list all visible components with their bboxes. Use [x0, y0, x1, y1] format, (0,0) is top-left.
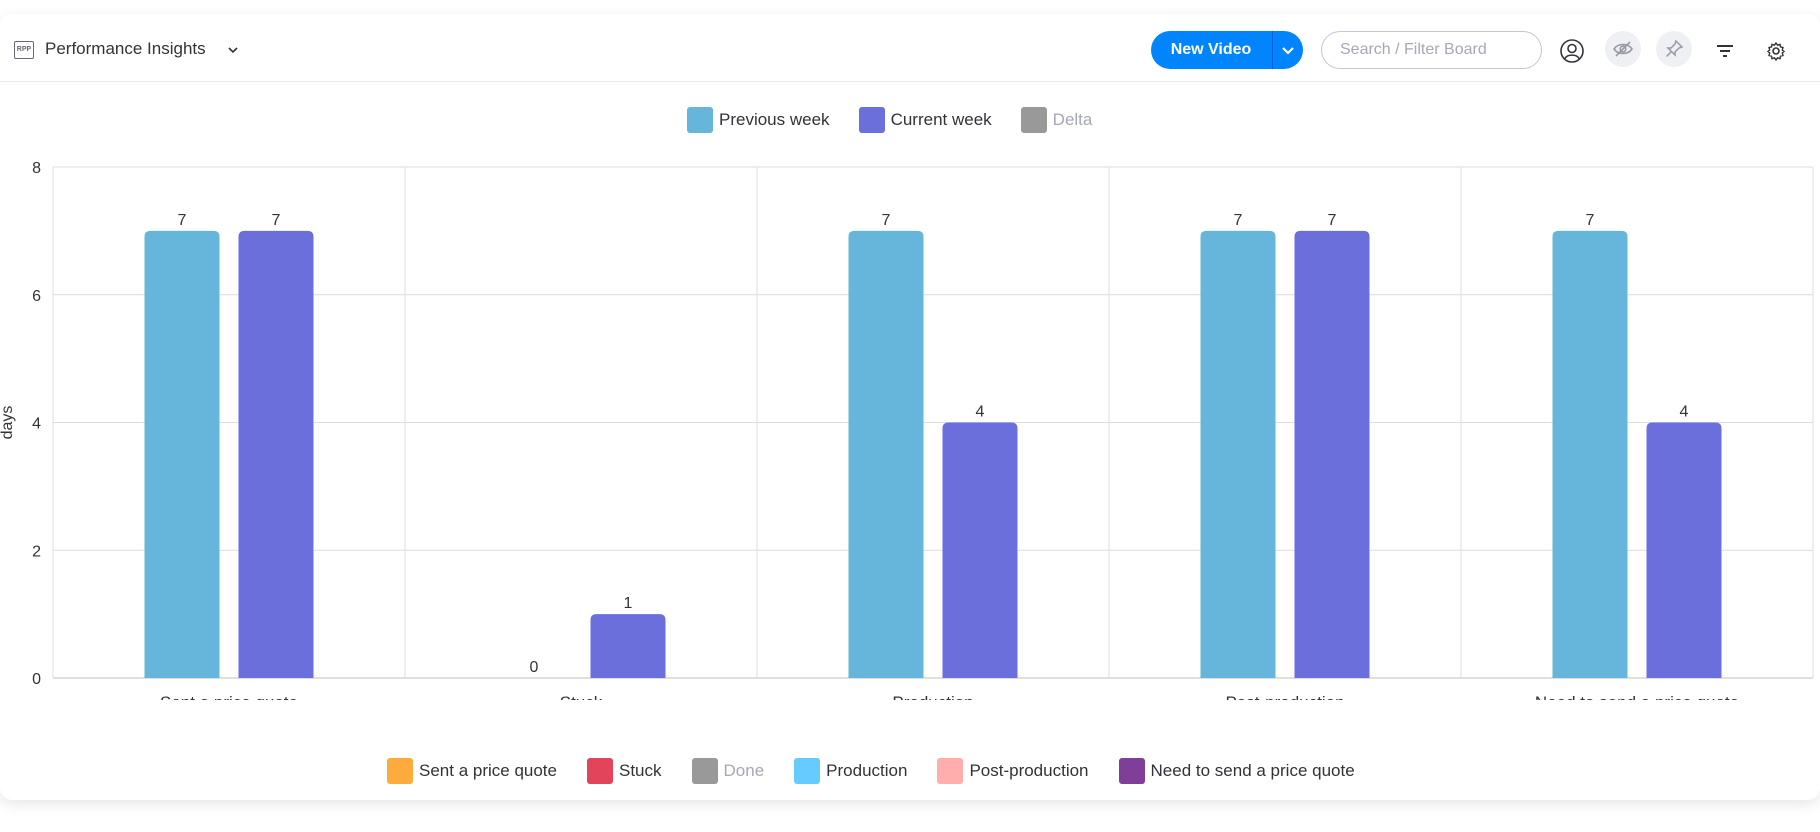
- y-tick-label: 4: [32, 416, 41, 433]
- data-label: 7: [882, 212, 891, 229]
- hide-eye-icon[interactable]: [1605, 31, 1641, 67]
- x-tick-label: Sent a price quote: [160, 693, 298, 700]
- bar: [1552, 230, 1628, 678]
- filter-icon[interactable]: [1710, 36, 1740, 66]
- legend-label: Done: [723, 761, 765, 780]
- legend-swatch: [691, 758, 718, 784]
- legend-label: Need to send a price quote: [1150, 761, 1355, 780]
- legend-item[interactable]: Current week: [858, 107, 992, 133]
- legend-label: Post-production: [969, 761, 1089, 780]
- legend-item[interactable]: Stuck: [586, 758, 662, 784]
- legend-item[interactable]: Previous week: [687, 107, 830, 133]
- new-video-label: New Video: [1170, 41, 1252, 58]
- legend-label: Production: [826, 761, 908, 780]
- board-title[interactable]: Performance Insights: [45, 39, 206, 58]
- bar: [590, 614, 666, 678]
- person-icon[interactable]: [1557, 36, 1587, 66]
- y-axis-label: days: [0, 406, 16, 440]
- data-label: 4: [976, 404, 985, 421]
- bar: [1646, 422, 1722, 678]
- legend-item[interactable]: Done: [691, 758, 765, 784]
- legend-swatch: [858, 107, 885, 133]
- search-input[interactable]: [1321, 31, 1542, 69]
- new-video-button[interactable]: New Video: [1151, 31, 1303, 69]
- legend-swatch: [794, 758, 821, 784]
- legend-swatch: [1020, 107, 1047, 133]
- legend-item[interactable]: Need to send a price quote: [1118, 758, 1355, 784]
- legend-swatch: [586, 758, 613, 784]
- bar-chart: 0 2 4 6 8 days 7 7 Sent a price quote 0 1 Stuck 7 4 Pr…: [0, 160, 1814, 700]
- legend-item[interactable]: Sent a price quote: [387, 758, 557, 784]
- data-label: 4: [1680, 404, 1689, 421]
- bar: [1294, 230, 1370, 678]
- y-tick-label: 2: [32, 543, 41, 560]
- legend-item[interactable]: Production: [794, 758, 907, 784]
- chart-legend: Previous week Current week Delta: [687, 107, 1092, 133]
- x-tick-label: Post-production: [1225, 693, 1344, 700]
- bar: [1200, 230, 1276, 678]
- legend-item[interactable]: Post-production: [937, 758, 1089, 784]
- chevron-down-icon[interactable]: [226, 43, 240, 57]
- status-legend: Sent a price quote Stuck Done Production Pos…: [387, 758, 1355, 784]
- legend-swatch: [387, 758, 413, 784]
- legend-label: Sent a price quote: [419, 761, 557, 780]
- y-tick-label: 0: [32, 671, 41, 688]
- legend-swatch: [1118, 758, 1145, 784]
- legend-swatch: [687, 107, 713, 133]
- x-tick-label: Need to send a price quote: [1535, 693, 1739, 700]
- board-icon: RPP: [14, 41, 34, 59]
- chevron-down-icon[interactable]: [1273, 31, 1303, 69]
- legend-label: Current week: [890, 110, 992, 129]
- bar: [238, 230, 314, 678]
- y-tick-label: 6: [32, 288, 41, 305]
- pin-icon[interactable]: [1656, 31, 1692, 67]
- bar: [942, 422, 1018, 678]
- data-label: 7: [178, 212, 187, 229]
- data-label: 0: [530, 659, 539, 676]
- legend-swatch: [937, 758, 964, 784]
- legend-label: Previous week: [719, 110, 830, 129]
- data-label: 1: [624, 595, 633, 612]
- gear-icon[interactable]: [1761, 36, 1791, 66]
- data-label: 7: [1328, 212, 1337, 229]
- x-tick-label: Stuck: [560, 693, 603, 700]
- bar: [848, 230, 924, 678]
- data-label: 7: [1586, 212, 1595, 229]
- legend-label: Delta: [1052, 110, 1093, 129]
- header: RPP Performance Insights New Video: [0, 14, 1820, 82]
- x-tick-label: Production: [892, 693, 973, 700]
- data-label: 7: [272, 212, 281, 229]
- y-tick-label: 8: [32, 160, 41, 177]
- data-label: 7: [1234, 212, 1243, 229]
- legend-label: Stuck: [618, 761, 662, 780]
- legend-item[interactable]: Delta: [1020, 107, 1093, 133]
- bar: [144, 230, 220, 678]
